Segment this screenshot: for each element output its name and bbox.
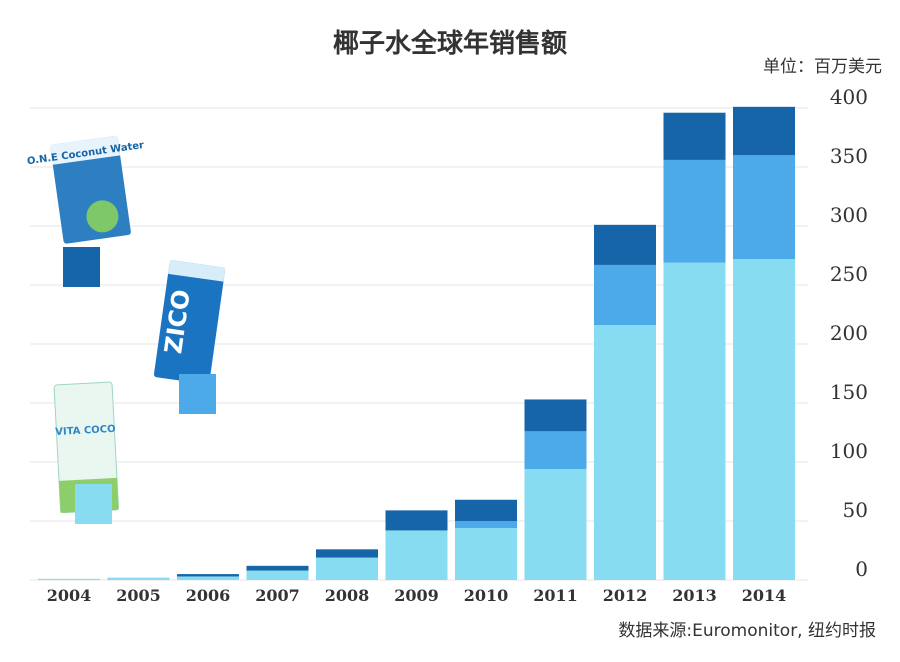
legend-swatch-vitacoco	[75, 484, 112, 524]
y-tick-label: 400	[830, 85, 868, 109]
bar-segment	[594, 224, 656, 265]
y-tick-label: 350	[830, 144, 868, 168]
y-tick-label: 250	[830, 262, 868, 286]
x-axis-ticks: 2004 2005 2006 2007 2008 2009 2010 2011 2012 2013…	[47, 586, 787, 605]
chart-title: 椰子水全球年销售额	[333, 28, 567, 59]
bar-segment	[316, 557, 378, 580]
bar-segment	[594, 264, 656, 326]
bar-segment	[733, 259, 795, 580]
y-tick-label: 300	[830, 203, 868, 227]
legend: O.N.E Coconut Water ZICO VITA COCO	[26, 135, 226, 524]
x-tick-label: 2006	[186, 586, 231, 605]
x-tick-label: 2013	[672, 586, 717, 605]
x-tick-label: 2008	[325, 586, 370, 605]
legend-item-one: O.N.E Coconut Water	[26, 135, 145, 244]
bar-segment	[663, 262, 726, 580]
y-axis-ticks: 0 50 100 150 200 250 300 350 400	[830, 85, 868, 581]
bar-segment	[455, 521, 517, 529]
legend-item-zico: ZICO	[153, 260, 226, 385]
vitacoco-package-text: VITA COCO	[55, 424, 116, 438]
x-tick-label: 2014	[742, 586, 787, 605]
y-tick-label: 0	[855, 557, 868, 581]
unit-label: 单位：百万美元	[763, 57, 882, 77]
x-tick-label: 2009	[394, 586, 439, 605]
bar-segment	[177, 576, 239, 580]
y-tick-label: 50	[843, 498, 868, 522]
y-tick-label: 100	[830, 439, 868, 463]
bars	[38, 106, 795, 580]
x-tick-label: 2007	[255, 586, 300, 605]
bar-segment	[663, 112, 726, 160]
bar-segment	[246, 570, 309, 580]
bar-segment	[316, 549, 378, 558]
bar-segment	[177, 574, 239, 577]
bar-segment	[524, 431, 587, 470]
bar-segment	[38, 578, 100, 580]
y-tick-label: 200	[830, 321, 868, 345]
y-tick-label: 150	[830, 380, 868, 404]
x-tick-label: 2012	[603, 586, 648, 605]
x-tick-label: 2010	[464, 586, 509, 605]
x-tick-label: 2004	[47, 586, 92, 605]
source-note: 数据来源:Euromonitor, 纽约时报	[618, 621, 876, 641]
bar-segment	[594, 325, 656, 580]
bar-segment	[107, 577, 170, 580]
x-tick-label: 2011	[533, 586, 578, 605]
bar-segment	[455, 528, 517, 580]
x-tick-label: 2005	[116, 586, 161, 605]
bar-segment	[246, 565, 309, 571]
legend-swatch-zico	[179, 374, 216, 414]
bar-segment	[455, 499, 517, 521]
zico-package-icon	[153, 260, 226, 385]
bar-segment	[385, 530, 448, 580]
bar-segment	[733, 155, 795, 260]
legend-swatch-one	[63, 247, 100, 287]
bar-segment	[524, 399, 587, 432]
bar-segment	[524, 469, 587, 580]
bar-segment	[385, 510, 448, 531]
bar-segment	[663, 159, 726, 263]
bar-segment	[733, 106, 795, 156]
